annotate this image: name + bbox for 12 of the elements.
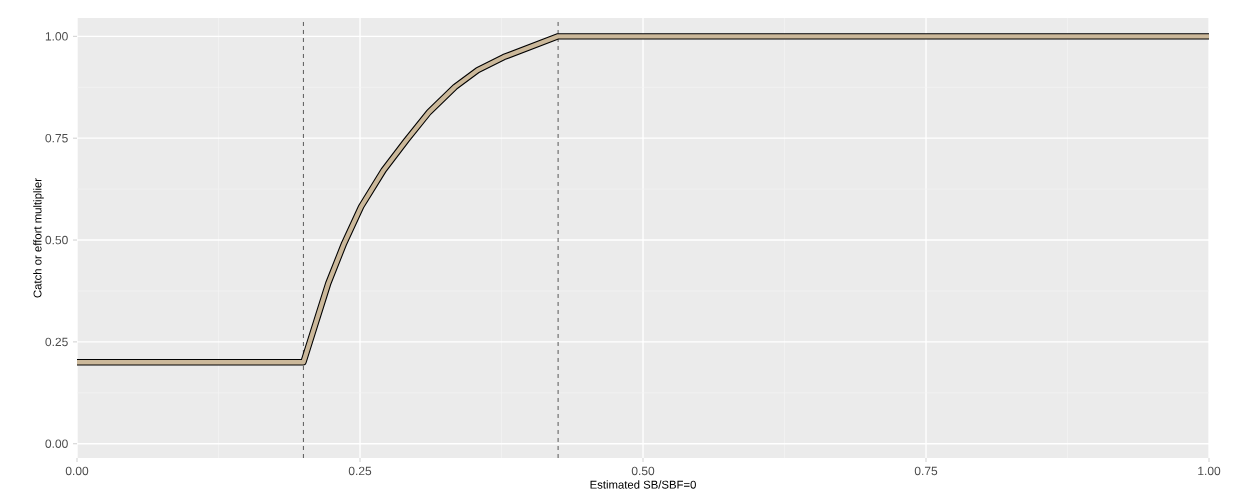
x-tick-label: 0.50: [631, 466, 655, 476]
y-tick-label: 0.50: [45, 235, 68, 245]
x-tick-label: 0.75: [914, 466, 938, 476]
y-axis-title: Catch or effort multiplier: [33, 178, 44, 298]
x-tick-label: 0.00: [65, 466, 89, 476]
x-tick-label: 0.25: [348, 466, 372, 476]
y-tick-label: 1.00: [45, 32, 68, 41]
y-tick-label: 0.00: [45, 439, 68, 448]
x-tick-label: 1.00: [1198, 466, 1221, 476]
x-axis-title: Estimated SB/SBF=0: [590, 480, 696, 489]
y-tick-label: 0.25: [45, 337, 68, 347]
y-tick-label: 0.75: [45, 133, 68, 143]
